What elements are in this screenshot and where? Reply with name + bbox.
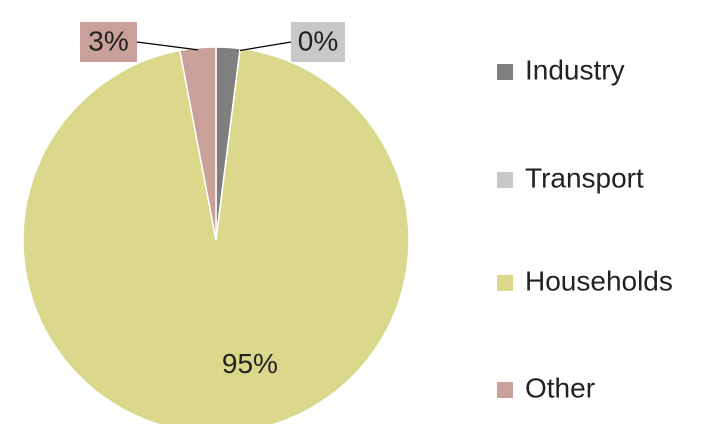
data-label: 3%	[88, 25, 128, 56]
legend-label: Households	[525, 265, 673, 296]
leader-line	[239, 41, 292, 52]
legend-swatch	[497, 64, 513, 80]
data-label: 0%	[298, 25, 338, 56]
data-label: 95%	[222, 348, 278, 379]
legend-label: Other	[525, 372, 595, 403]
legend-label: Transport	[525, 162, 644, 193]
label-box	[80, 22, 137, 62]
legend-swatch	[497, 275, 513, 291]
label-box	[291, 22, 345, 62]
legend-swatch	[497, 382, 513, 398]
legend-swatch	[497, 172, 513, 188]
pie-slice	[22, 47, 410, 424]
leader-line	[136, 41, 199, 51]
legend-label: Industry	[525, 54, 625, 85]
pie-slice	[178, 46, 217, 241]
